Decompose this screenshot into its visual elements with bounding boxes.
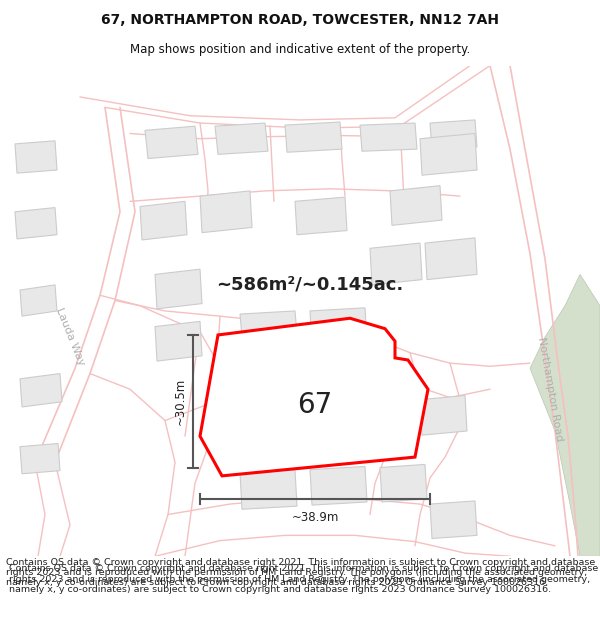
Polygon shape — [420, 396, 467, 435]
Text: ~30.5m: ~30.5m — [173, 378, 187, 425]
Polygon shape — [530, 274, 600, 556]
Polygon shape — [285, 122, 342, 152]
Polygon shape — [310, 308, 367, 346]
Polygon shape — [430, 120, 477, 149]
Text: 67, NORTHAMPTON ROAD, TOWCESTER, NN12 7AH: 67, NORTHAMPTON ROAD, TOWCESTER, NN12 7A… — [101, 12, 499, 27]
Polygon shape — [380, 464, 427, 502]
Polygon shape — [390, 186, 442, 226]
Polygon shape — [425, 238, 477, 279]
Polygon shape — [155, 269, 202, 309]
Polygon shape — [360, 123, 417, 151]
Polygon shape — [140, 201, 187, 240]
Polygon shape — [240, 469, 297, 509]
Text: Northampton Road: Northampton Road — [536, 336, 564, 442]
Polygon shape — [145, 126, 198, 159]
Polygon shape — [430, 501, 477, 539]
Text: Contains OS data © Crown copyright and database right 2021. This information is : Contains OS data © Crown copyright and d… — [6, 558, 595, 588]
Polygon shape — [420, 134, 477, 175]
Polygon shape — [215, 123, 268, 154]
Polygon shape — [310, 466, 367, 505]
Text: ~38.9m: ~38.9m — [292, 511, 338, 524]
Polygon shape — [300, 412, 357, 451]
Text: ~586m²/~0.145ac.: ~586m²/~0.145ac. — [217, 276, 404, 294]
Polygon shape — [200, 191, 252, 232]
Polygon shape — [370, 243, 422, 285]
Polygon shape — [295, 197, 347, 235]
Polygon shape — [230, 418, 292, 457]
Polygon shape — [240, 311, 298, 349]
Polygon shape — [155, 321, 202, 361]
Polygon shape — [20, 444, 60, 474]
Polygon shape — [200, 318, 428, 476]
Text: Contains OS data © Crown copyright and database right 2021. This information is : Contains OS data © Crown copyright and d… — [9, 564, 598, 594]
Polygon shape — [15, 208, 57, 239]
Text: 67: 67 — [298, 391, 332, 419]
Polygon shape — [15, 141, 57, 173]
Polygon shape — [20, 374, 62, 407]
Text: Map shows position and indicative extent of the property.: Map shows position and indicative extent… — [130, 42, 470, 56]
Text: Lauda Way: Lauda Way — [54, 307, 86, 368]
Polygon shape — [20, 285, 57, 316]
